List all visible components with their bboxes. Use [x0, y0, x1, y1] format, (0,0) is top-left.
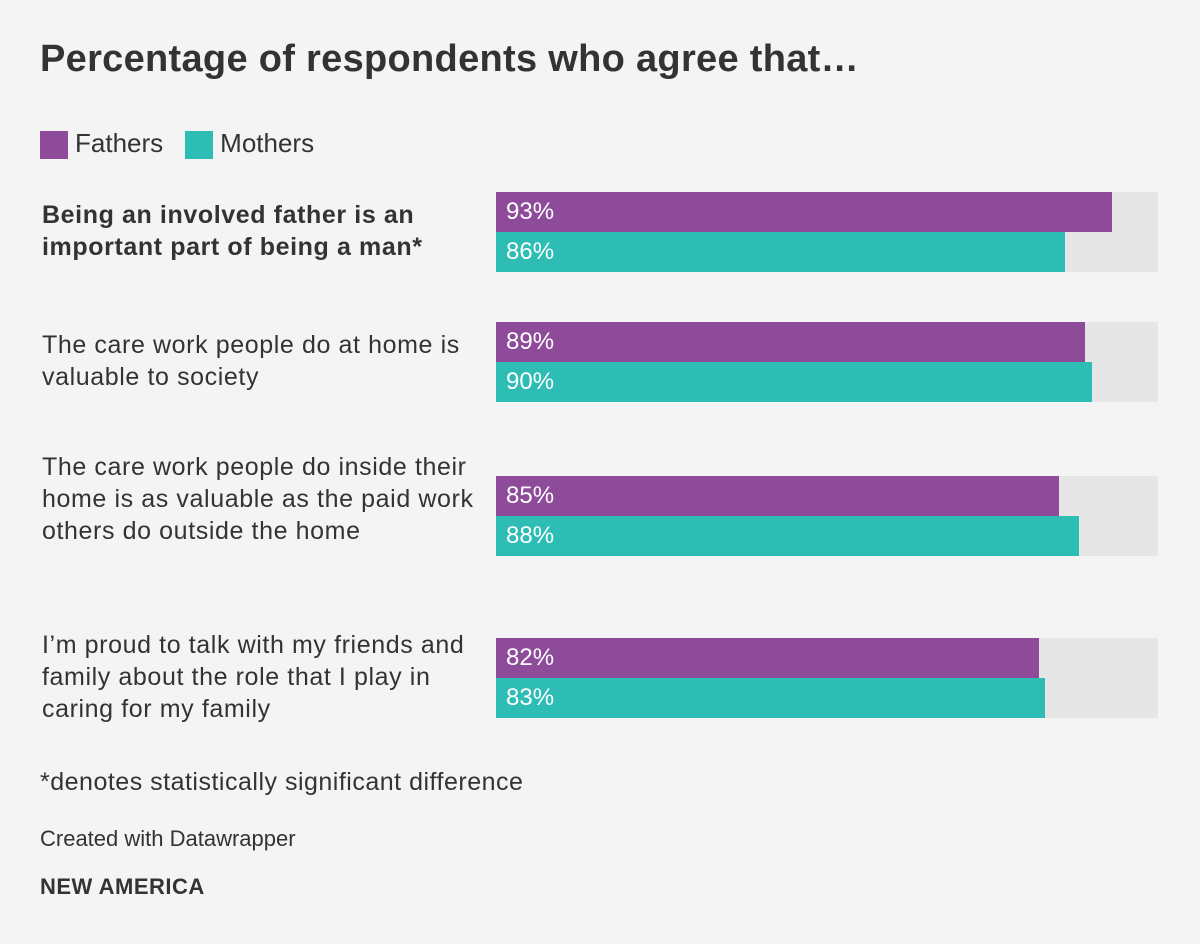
bar-value-fathers-care-vs-paid-work: 85% [506, 482, 555, 509]
bar-fathers-care-work-valuable: 89% [496, 322, 1085, 362]
bar-fathers-proud-to-talk: 82% [496, 638, 1039, 678]
legend-swatch-mothers [185, 131, 214, 159]
bar-value-mothers-proud-to-talk: 83% [506, 684, 555, 711]
bar-mothers-involved-father: 86% [496, 232, 1065, 272]
bar-track-involved-father: 93% 86% [496, 192, 1158, 272]
chart-title: Percentage of respondents who agree that… [40, 38, 859, 80]
bar-fathers-care-vs-paid-work: 85% [496, 476, 1059, 516]
bar-track-care-vs-paid-work: 85% 88% [496, 476, 1158, 556]
legend: Fathers Mothers [40, 128, 336, 159]
legend-label-fathers: Fathers [75, 128, 164, 158]
row-label-proud-to-talk: I’m proud to talk with my friends and fa… [42, 631, 465, 723]
bar-fathers-involved-father: 93% [496, 192, 1112, 232]
bar-value-fathers-involved-father: 93% [506, 198, 555, 225]
row-label-care-work-valuable: The care work people do at home is valua… [42, 331, 460, 391]
legend-item-mothers: Mothers [185, 128, 314, 159]
bar-value-mothers-care-work-valuable: 90% [506, 368, 555, 395]
bar-value-mothers-involved-father: 86% [506, 238, 555, 265]
row-label-care-vs-paid-work: The care work people do inside their hom… [42, 453, 474, 545]
bar-mothers-proud-to-talk: 83% [496, 678, 1045, 718]
credit-text: Created with Datawrapper [40, 826, 296, 851]
bar-track-proud-to-talk: 82% 83% [496, 638, 1158, 718]
bar-value-mothers-care-vs-paid-work: 88% [506, 522, 555, 549]
footnote: *denotes statistically significant diffe… [40, 768, 524, 796]
bar-value-fathers-care-work-valuable: 89% [506, 328, 555, 355]
legend-label-mothers: Mothers [220, 128, 315, 158]
organization-logo-text: NEW AMERICA [40, 874, 205, 899]
row-label-involved-father: Being an involved father is an important… [42, 201, 423, 261]
bar-mothers-care-vs-paid-work: 88% [496, 516, 1079, 556]
bar-mothers-care-work-valuable: 90% [496, 362, 1092, 402]
bar-track-care-work-valuable: 89% 90% [496, 322, 1158, 402]
bar-value-fathers-proud-to-talk: 82% [506, 644, 555, 671]
legend-item-fathers: Fathers [40, 128, 163, 159]
legend-swatch-fathers [40, 131, 68, 159]
